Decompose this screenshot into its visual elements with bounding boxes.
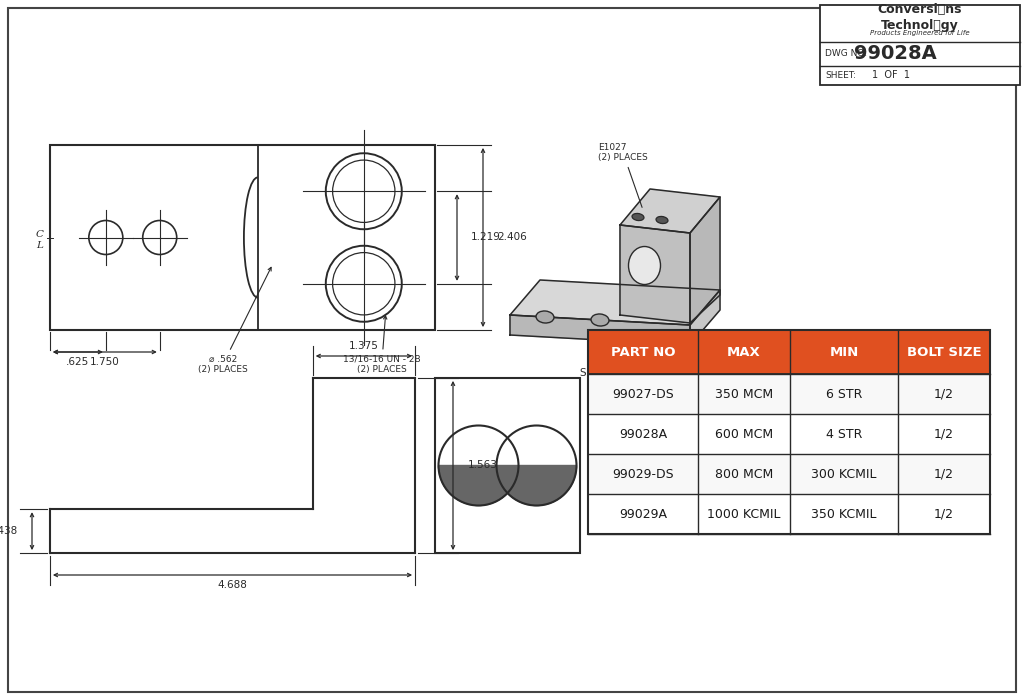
Polygon shape <box>438 426 518 466</box>
Ellipse shape <box>656 216 668 223</box>
Polygon shape <box>510 315 690 345</box>
Text: BOLT SIZE: BOLT SIZE <box>906 346 981 358</box>
Text: 1.219: 1.219 <box>471 232 501 242</box>
Text: 1/2: 1/2 <box>934 388 954 400</box>
Text: 350 KCMIL: 350 KCMIL <box>811 508 877 521</box>
Text: 1  OF  1: 1 OF 1 <box>872 71 910 80</box>
Text: 800 MCM: 800 MCM <box>715 468 773 480</box>
Polygon shape <box>690 197 720 323</box>
Bar <box>588 454 990 494</box>
Text: Products Engineered for Life: Products Engineered for Life <box>870 30 970 36</box>
Text: 1.750: 1.750 <box>90 357 120 367</box>
Ellipse shape <box>591 314 609 326</box>
Bar <box>435 378 580 553</box>
Text: SHEET:: SHEET: <box>825 71 856 80</box>
Text: 4 STR: 4 STR <box>825 428 862 440</box>
Text: ConversiⓂns
TechnolⓂgy: ConversiⓂns TechnolⓂgy <box>878 3 963 32</box>
Bar <box>820 5 1020 85</box>
Text: 600 MCM: 600 MCM <box>715 428 773 440</box>
Text: C: C <box>36 230 44 239</box>
Text: 1/2: 1/2 <box>934 508 954 521</box>
Polygon shape <box>438 466 518 505</box>
Polygon shape <box>620 225 690 323</box>
Text: 99029A: 99029A <box>618 508 667 521</box>
Text: 99029-DS: 99029-DS <box>612 468 674 480</box>
Text: 1000 KCMIL: 1000 KCMIL <box>708 508 780 521</box>
Text: SCALE 1 / 2: SCALE 1 / 2 <box>580 368 640 378</box>
Bar <box>588 374 990 414</box>
Text: 4.688: 4.688 <box>217 580 248 590</box>
Text: 350 MCM: 350 MCM <box>715 388 773 400</box>
Bar <box>588 330 990 374</box>
Text: 99028A: 99028A <box>854 44 936 63</box>
Ellipse shape <box>536 311 554 323</box>
Polygon shape <box>510 280 720 325</box>
Text: 1.563: 1.563 <box>468 461 498 470</box>
Polygon shape <box>690 290 720 345</box>
Bar <box>588 414 990 454</box>
Text: E1027
(2) PLACES: E1027 (2) PLACES <box>598 143 648 207</box>
Text: 1/2: 1/2 <box>934 468 954 480</box>
Text: 6 STR: 6 STR <box>825 388 862 400</box>
Text: .625: .625 <box>67 357 89 367</box>
Ellipse shape <box>632 214 644 220</box>
Bar <box>588 330 990 534</box>
Polygon shape <box>497 426 577 466</box>
Text: 2.406: 2.406 <box>497 232 526 242</box>
Polygon shape <box>620 189 720 233</box>
Text: 1.375: 1.375 <box>349 341 379 351</box>
Text: ⌀ .562
(2) PLACES: ⌀ .562 (2) PLACES <box>198 267 271 374</box>
Text: 1/2: 1/2 <box>934 428 954 440</box>
Text: 99028A: 99028A <box>618 428 667 440</box>
Bar <box>588 494 990 534</box>
Text: MIN: MIN <box>829 346 859 358</box>
Text: L: L <box>37 241 43 250</box>
Ellipse shape <box>629 246 660 284</box>
Polygon shape <box>497 466 577 505</box>
Text: MAX: MAX <box>727 346 761 358</box>
Text: .438: .438 <box>0 526 18 536</box>
Text: 300 KCMIL: 300 KCMIL <box>811 468 877 480</box>
Text: DWG NO:: DWG NO: <box>825 49 867 58</box>
Text: PART NO: PART NO <box>610 346 675 358</box>
Bar <box>50 145 435 330</box>
Text: 13/16-16 UN - 2B
(2) PLACES: 13/16-16 UN - 2B (2) PLACES <box>343 316 421 374</box>
Text: 99027-DS: 99027-DS <box>612 388 674 400</box>
